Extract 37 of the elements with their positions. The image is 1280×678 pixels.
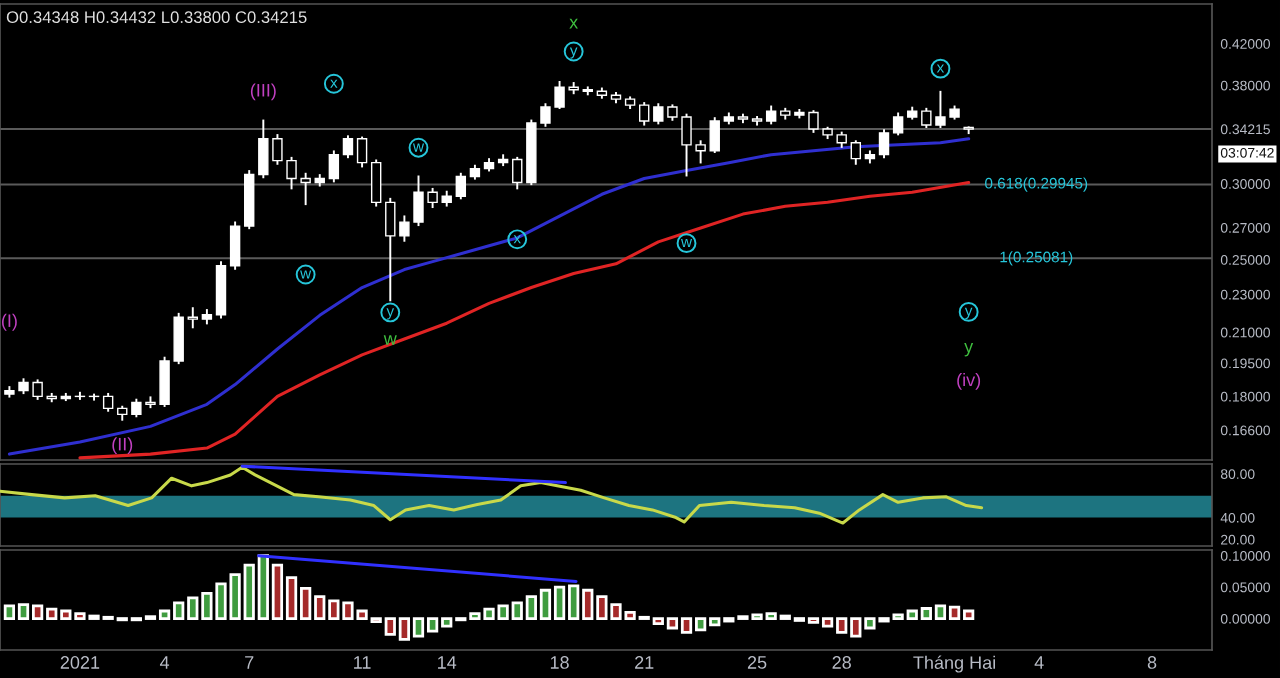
- candlestick: [385, 196, 396, 303]
- line-series: [0, 465, 984, 525]
- candlestick: [892, 111, 904, 137]
- candlestick: [328, 149, 340, 184]
- x-tick-label: 11: [354, 656, 371, 669]
- annotation: (III): [250, 83, 276, 101]
- x-tick-label: 4: [1034, 656, 1044, 669]
- x-tick-label: 28: [832, 656, 851, 669]
- candlestick: [850, 139, 862, 166]
- candlestick: [765, 104, 777, 126]
- x-tick-label: 4: [159, 656, 170, 669]
- candlestick: [187, 306, 199, 330]
- x-tick-label: 8: [1147, 656, 1157, 669]
- x-tick-label: 25: [747, 656, 767, 669]
- candlestick: [878, 128, 890, 160]
- annotation: (iv): [957, 372, 981, 390]
- annotation: w: [383, 335, 397, 345]
- candlestick: [102, 391, 114, 413]
- candlestick: [342, 134, 354, 160]
- x-tick-label: 14: [438, 656, 457, 669]
- annotation: y: [964, 343, 974, 357]
- candlestick: [709, 116, 720, 154]
- candlestick: [356, 135, 368, 169]
- candlestick: [370, 158, 382, 208]
- x-tick-label: Tháng Hai: [913, 655, 995, 673]
- candlestick: [512, 155, 523, 191]
- annotation: (I): [2, 313, 17, 331]
- candlestick: [229, 220, 241, 271]
- x-tick-label: 21: [635, 656, 654, 669]
- x-tick-label: 18: [550, 656, 569, 669]
- annotation: (II): [112, 437, 133, 455]
- annotation: x: [569, 18, 578, 29]
- x-tick-label: 2021: [60, 656, 100, 669]
- x-tick-label: 7: [245, 656, 254, 669]
- annotation: O0.34348 H0.34432 L0.33800 C0.34215: [6, 11, 307, 24]
- candlestick: [638, 101, 650, 127]
- candlestick: [455, 171, 467, 201]
